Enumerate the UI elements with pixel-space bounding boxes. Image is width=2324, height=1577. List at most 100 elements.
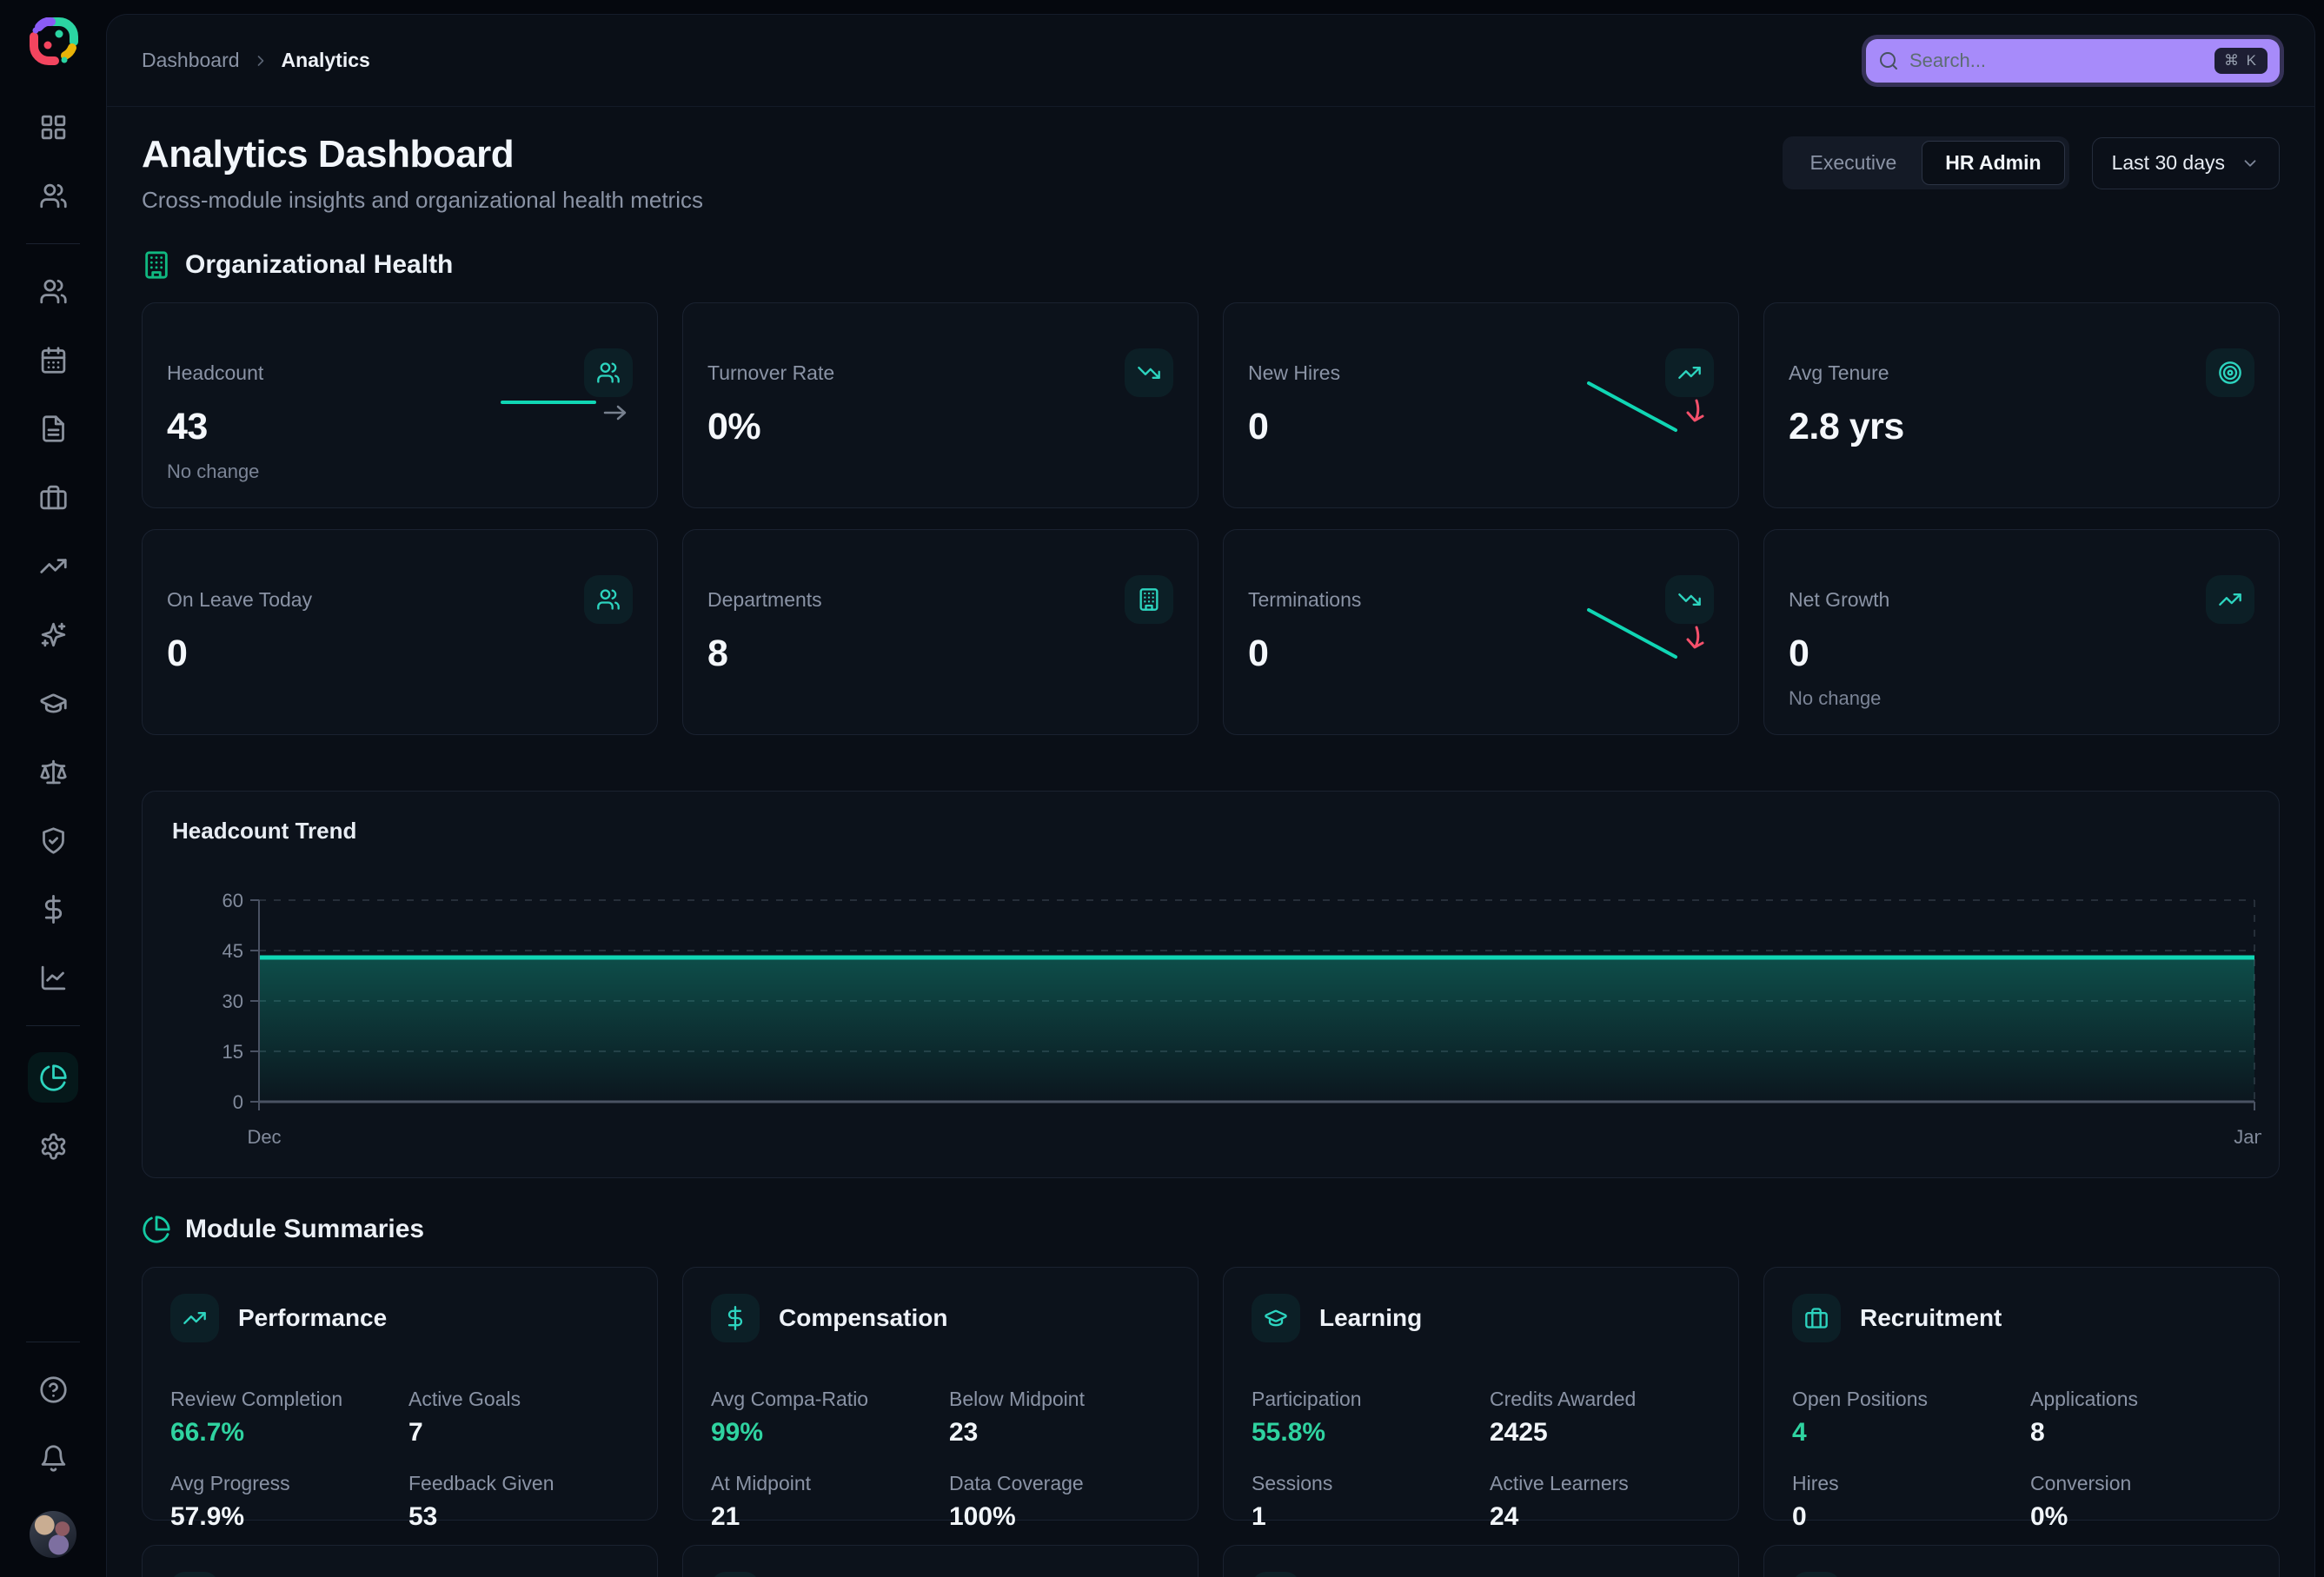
trending-up-icon <box>39 552 68 580</box>
search-shortcut-badge: ⌘ K <box>2214 47 2268 74</box>
metric-card-terminations: Terminations 0 <box>1223 529 1739 735</box>
sidebar-item-dashboard[interactable] <box>29 106 77 148</box>
module-title: Recruitment <box>1860 1304 2002 1331</box>
trending-up-icon <box>170 1294 219 1342</box>
sidebar-item-analytics[interactable] <box>28 1052 78 1103</box>
down-sparkline <box>1582 596 1721 674</box>
module-card-er-cases[interactable]: ER Cases <box>1223 1545 1739 1577</box>
x-tick-dec: Dec <box>247 1126 281 1148</box>
trending-up-icon <box>1665 348 1714 397</box>
tab-hr-admin[interactable]: HR Admin <box>1922 141 2065 185</box>
layout-grid-icon <box>39 113 68 142</box>
receipt-icon <box>711 1572 760 1577</box>
date-range-select[interactable]: Last 30 days <box>2091 136 2280 189</box>
sidebar-item-documents[interactable] <box>29 408 77 449</box>
metric-caption: No change <box>167 461 260 482</box>
module-title: Learning <box>1319 1304 1423 1331</box>
module-card-learning[interactable]: Learning Participation 55.8% Credits Awar… <box>1223 1267 1739 1531</box>
stat: At Midpoint 21 <box>711 1472 812 1531</box>
briefcase-icon <box>39 483 68 512</box>
module-card-expenses[interactable]: Expenses <box>682 1545 1199 1577</box>
metric-label: Terminations <box>1248 587 1362 611</box>
sidebar-item-calendar[interactable] <box>29 339 77 381</box>
breadcrumb-analytics: Analytics <box>281 49 370 71</box>
breadcrumb-dashboard[interactable]: Dashboard <box>142 49 240 71</box>
trending-down-icon <box>1125 348 1173 397</box>
pie-chart-icon <box>142 1215 171 1244</box>
sidebar-item-team[interactable] <box>29 175 77 216</box>
target-icon <box>2206 348 2254 397</box>
section-title: Module Summaries <box>185 1215 425 1243</box>
module-grid-row2: Mentorship Expenses ER Cases Internal Mo… <box>142 1545 2280 1577</box>
top-bar: Dashboard Analytics ⌘ K <box>107 15 2314 107</box>
page-title: Analytics Dashboard <box>142 133 515 176</box>
sidebar-item-settings[interactable] <box>29 1125 77 1167</box>
sidebar-item-learning[interactable] <box>29 682 77 724</box>
module-card-performance[interactable]: Performance Review Completion 66.7% Activ… <box>142 1267 658 1531</box>
stat: Feedback Given 53 <box>408 1472 554 1531</box>
metric-card-net-growth: Net Growth 0 No change <box>1763 529 2280 735</box>
shield-check-icon <box>39 826 68 855</box>
notifications-button[interactable] <box>29 1437 77 1479</box>
trending-up-icon <box>1792 1572 1841 1577</box>
page-content: Analytics Dashboard Cross-module insight… <box>107 107 2314 1577</box>
y-tick: 15 <box>222 1041 243 1063</box>
sidebar-item-compensation[interactable] <box>29 888 77 930</box>
module-card-mentorship[interactable]: Mentorship <box>142 1545 658 1577</box>
dollar-sign-icon <box>39 894 68 924</box>
scale-icon <box>1252 1572 1300 1577</box>
sidebar-item-compliance[interactable] <box>29 819 77 861</box>
chart-title: Headcount Trend <box>172 818 357 844</box>
search-bar: ⌘ K <box>1866 38 2280 83</box>
module-card-recruitment[interactable]: Recruitment Open Positions 4 Applications… <box>1763 1267 2280 1531</box>
sidebar-item-organization[interactable] <box>29 476 77 518</box>
page-header: Analytics Dashboard Cross-module insight… <box>142 133 2280 214</box>
metric-card-avg-tenure: Avg Tenure 2.8 yrs <box>1763 302 2280 508</box>
metric-value: 0 <box>167 633 188 674</box>
sidebar-item-performance[interactable] <box>29 545 77 586</box>
sidebar-nav <box>26 106 80 1194</box>
module-card-compensation[interactable]: Compensation Avg Compa-Ratio 99% Below Mi… <box>682 1267 1199 1531</box>
module-title: Compensation <box>779 1304 948 1331</box>
users-icon <box>584 575 633 624</box>
sidebar-item-reports[interactable] <box>29 957 77 998</box>
tab-executive[interactable]: Executive <box>1787 141 1921 185</box>
breadcrumb: Dashboard Analytics <box>142 49 370 72</box>
metric-grid: Headcount 43 No change Turnover Rate 0% <box>142 302 2280 735</box>
module-summaries-section-header: Module Summaries <box>142 1215 2280 1244</box>
org-health-section-header: Organizational Health <box>142 250 2280 280</box>
graduation-cap-icon <box>1252 1294 1300 1342</box>
app-logo[interactable] <box>28 16 78 66</box>
metric-value: 0% <box>707 406 761 447</box>
pie-chart-icon <box>39 1063 68 1092</box>
headcount-trend-chart-card: Headcount Trend <box>142 791 2280 1178</box>
bell-icon <box>39 1444 68 1473</box>
module-card-internal-mobility[interactable]: Internal Mobility <box>1763 1545 2280 1577</box>
sidebar-item-legal[interactable] <box>29 751 77 792</box>
sparkles-icon <box>39 620 68 649</box>
metric-card-turnover-rate: Turnover Rate 0% <box>682 302 1199 508</box>
y-tick: 30 <box>222 991 243 1012</box>
metric-value: 0 <box>1248 406 1269 447</box>
stat: Participation 55.8% <box>1252 1388 1362 1447</box>
sidebar-item-ai[interactable] <box>29 613 77 655</box>
help-button[interactable] <box>29 1368 77 1410</box>
stat: Below Midpoint 23 <box>949 1388 1085 1447</box>
user-avatar[interactable] <box>30 1511 76 1558</box>
sidebar-item-people[interactable] <box>29 270 77 312</box>
trending-up-icon <box>2206 575 2254 624</box>
main-panel: Dashboard Analytics ⌘ K Analytics Dashbo… <box>106 14 2315 1577</box>
sidebar-footer <box>26 1342 80 1558</box>
search-icon <box>1880 51 1897 70</box>
headcount-trend-chart: 60 45 30 15 0 Dec Jan <box>172 890 2261 1159</box>
building-icon <box>1125 575 1173 624</box>
scale-icon <box>39 758 68 786</box>
metric-value: 43 <box>167 406 208 447</box>
users-icon <box>584 348 633 397</box>
calendar-icon <box>39 346 68 374</box>
search-input[interactable] <box>1909 49 2204 72</box>
metric-label: Avg Tenure <box>1789 361 1889 384</box>
stat: Conversion 0% <box>2030 1472 2132 1531</box>
briefcase-icon <box>1792 1294 1841 1342</box>
stat: Credits Awarded 2425 <box>1490 1388 1637 1447</box>
